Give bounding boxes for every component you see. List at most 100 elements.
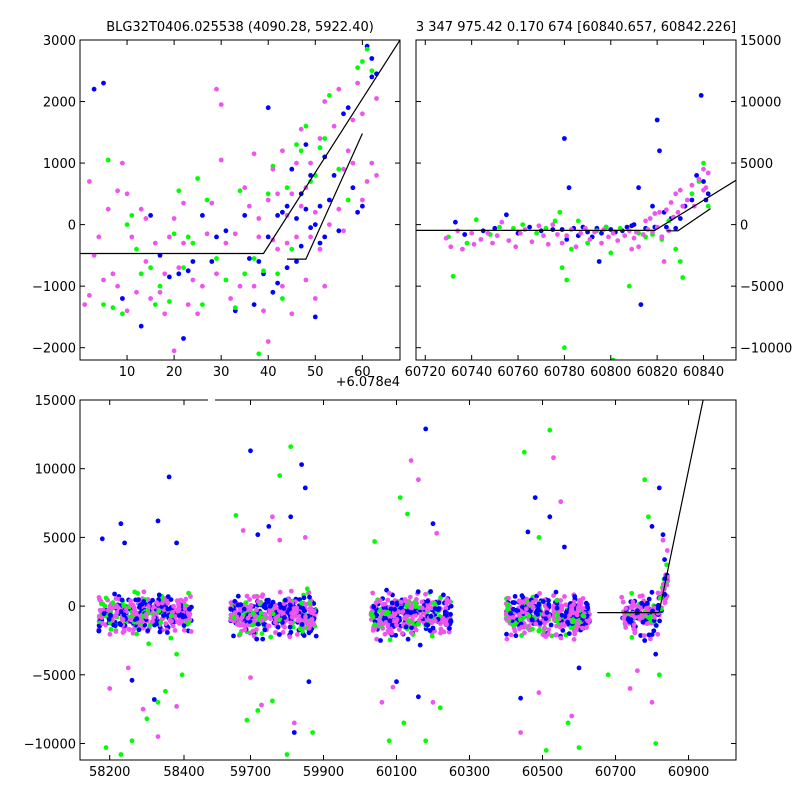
y-tick-label: 1000 (43, 157, 76, 172)
data-point (126, 626, 132, 632)
data-point (91, 86, 97, 92)
data-point (534, 607, 540, 613)
data-point (209, 200, 215, 206)
data-point (297, 626, 303, 632)
data-point (103, 745, 109, 750)
data-point (506, 595, 511, 601)
data-point (447, 626, 452, 631)
data-point (284, 752, 290, 757)
x-tick-label: 60840 (683, 365, 724, 380)
data-point (453, 219, 458, 225)
data-point (152, 622, 157, 628)
data-point (536, 628, 542, 634)
data-point (521, 614, 527, 620)
data-point (587, 237, 593, 242)
data-point (373, 600, 379, 606)
data-point (516, 598, 522, 604)
data-point (179, 672, 185, 678)
data-point (265, 339, 271, 344)
y-tick-label: 0 (740, 219, 748, 234)
data-point (254, 607, 259, 613)
data-point (181, 200, 186, 206)
data-point (675, 209, 681, 215)
data-point (148, 296, 154, 301)
data-point (275, 246, 280, 252)
data-point (703, 185, 709, 191)
data-point (289, 246, 295, 252)
data-point (596, 259, 602, 264)
data-point (653, 623, 659, 628)
data-point (289, 614, 295, 620)
data-point (107, 631, 113, 637)
data-point (122, 540, 127, 546)
data-point (397, 495, 403, 500)
data-point (583, 600, 589, 606)
data-point (546, 631, 551, 637)
data-point (118, 752, 124, 757)
data-point (516, 612, 522, 617)
data-point (120, 617, 125, 622)
data-point (265, 623, 271, 629)
data-point (536, 690, 542, 696)
data-point (424, 622, 429, 628)
data-point (403, 624, 409, 630)
data-point (664, 224, 669, 230)
data-point (537, 591, 542, 596)
data-point (181, 265, 186, 271)
data-point (503, 611, 509, 617)
data-point (385, 597, 391, 603)
data-point (306, 679, 312, 685)
data-point (572, 594, 578, 599)
data-point (605, 672, 611, 678)
data-point (515, 608, 521, 614)
data-point (640, 612, 646, 617)
data-point (235, 593, 241, 599)
data-point (294, 142, 299, 148)
data-point (113, 629, 119, 634)
data-point (303, 614, 308, 620)
data-point (157, 629, 163, 635)
data-point (130, 630, 136, 636)
data-point (310, 730, 315, 735)
data-point (256, 259, 262, 264)
data-point (378, 638, 383, 643)
data-point (557, 209, 563, 215)
data-point (578, 230, 583, 236)
data-point (105, 206, 111, 212)
data-point (273, 630, 278, 635)
data-point (277, 537, 283, 543)
data-point (606, 234, 611, 240)
data-point (653, 741, 659, 746)
data-point (145, 628, 151, 633)
data-point (646, 632, 652, 638)
y-tick-label: −2000 (32, 342, 76, 357)
data-point (317, 203, 323, 209)
data-point (259, 617, 265, 623)
data-point (413, 627, 419, 633)
data-point (423, 591, 428, 597)
data-point (430, 521, 436, 527)
zoom-plot-area (80, 40, 400, 357)
data-point (391, 613, 397, 619)
data-point (645, 600, 650, 606)
data-point (262, 627, 268, 633)
data-point (663, 596, 669, 601)
data-point (469, 230, 475, 236)
data-point (128, 598, 134, 604)
data-point (559, 612, 565, 618)
data-point (443, 235, 449, 241)
data-point (508, 610, 513, 616)
data-point (521, 449, 527, 455)
data-point (306, 625, 312, 631)
data-point (478, 237, 484, 242)
data-point (140, 619, 145, 625)
data-point (242, 185, 248, 191)
data-point (327, 197, 332, 203)
data-point (656, 672, 662, 678)
data-point (101, 611, 107, 617)
data-point (303, 123, 309, 129)
data-point (242, 271, 248, 277)
data-point (572, 631, 578, 637)
x-tick-label: 50 (307, 365, 324, 380)
data-point (158, 620, 164, 625)
